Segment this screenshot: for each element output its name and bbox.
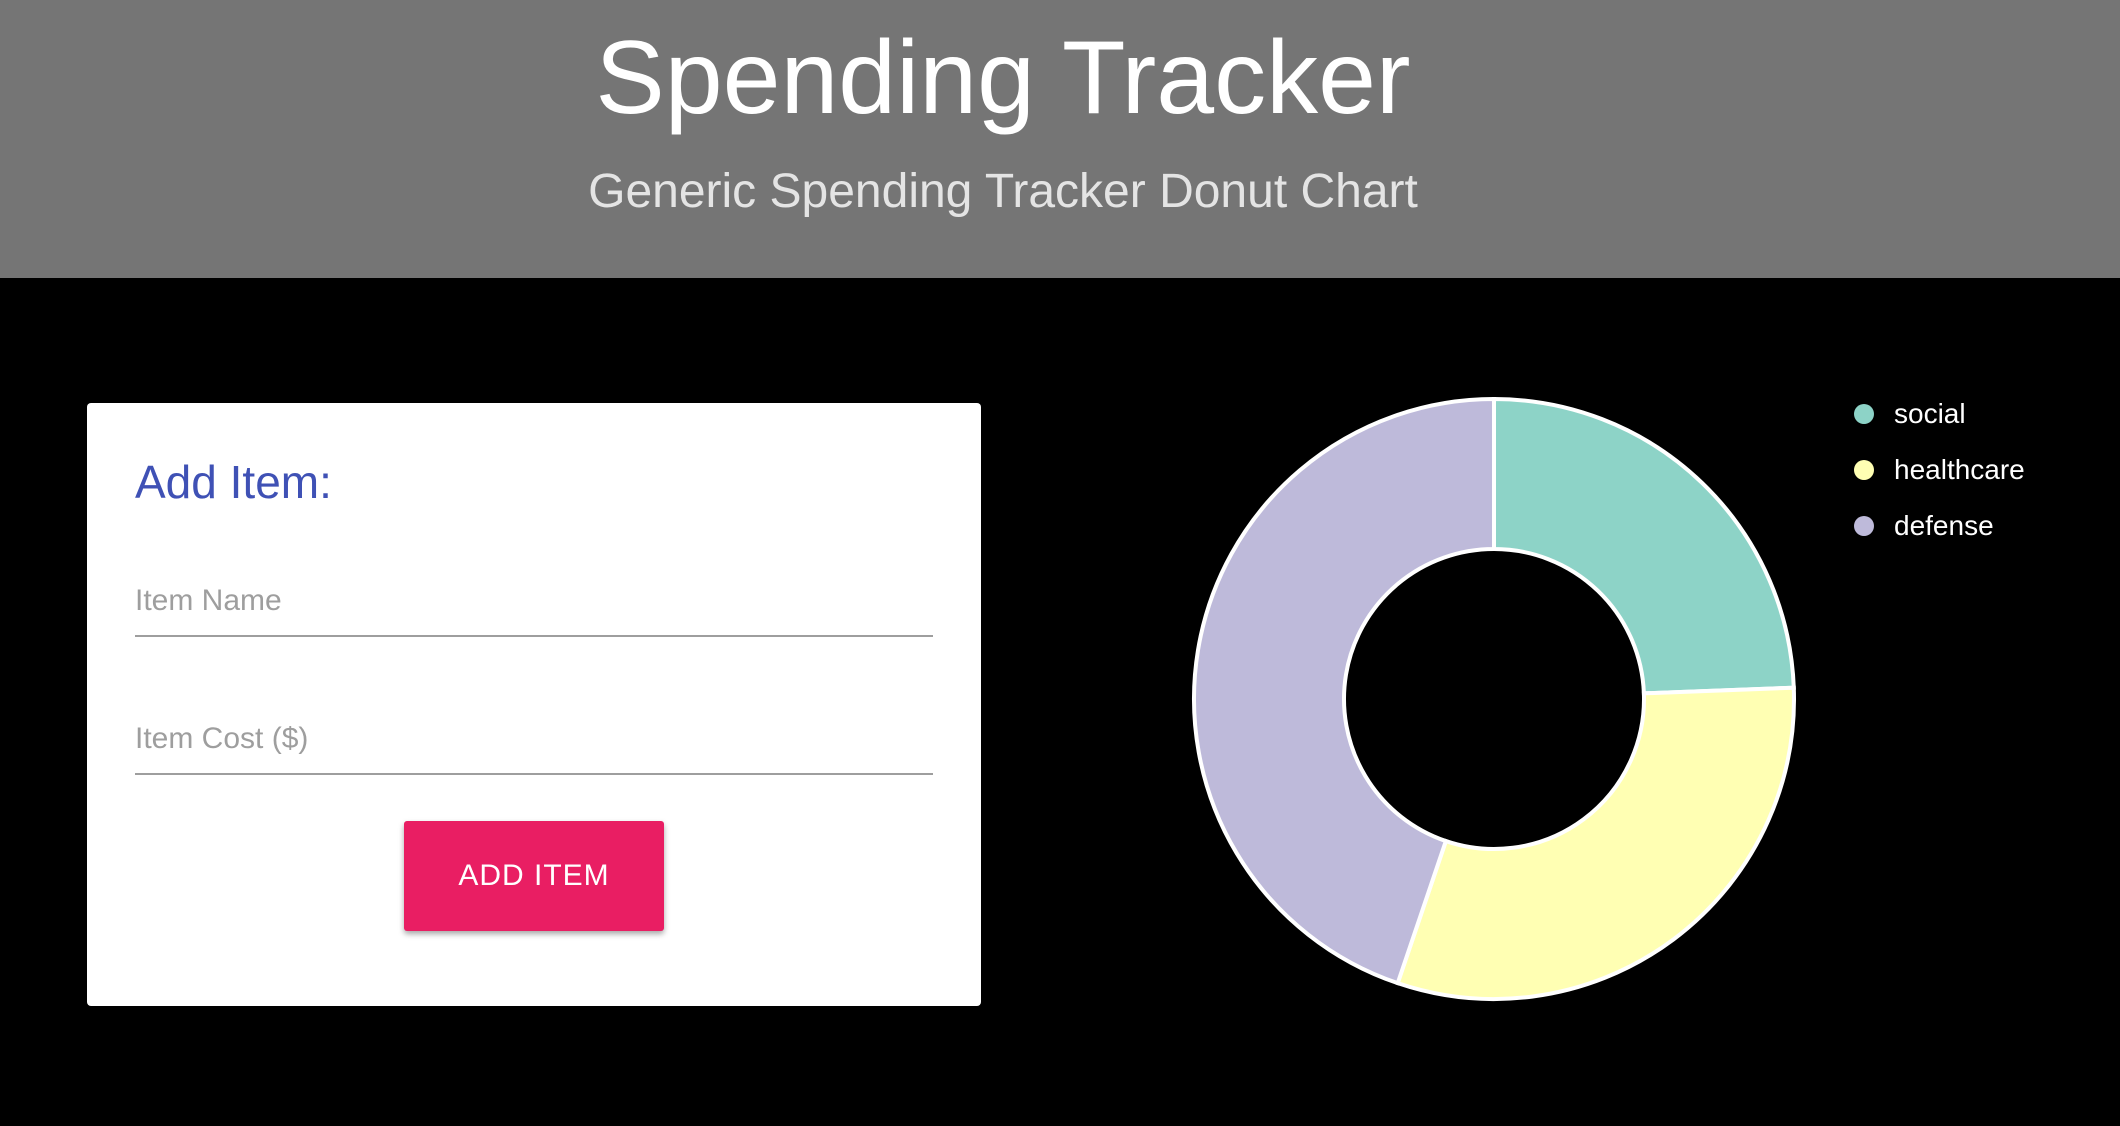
legend-label: defense (1894, 510, 1994, 541)
donut-slice-defense (1192, 396, 1496, 986)
donut-slice-healthcare (1395, 685, 1796, 1001)
legend-swatch (1854, 516, 1874, 536)
app-header: Spending Tracker Generic Spending Tracke… (0, 0, 2120, 278)
page-title: Spending Tracker (595, 20, 1411, 136)
legend-label: healthcare (1894, 454, 2025, 485)
donut-slice-social (1492, 396, 1796, 696)
item-name-input[interactable] (135, 567, 933, 637)
item-cost-input[interactable] (135, 705, 933, 775)
legend-item-healthcare: healthcare (1848, 442, 2088, 498)
legend-swatch (1854, 404, 1874, 424)
add-item-card: Add Item: ADD ITEM (87, 403, 981, 1006)
legend-swatch (1854, 460, 1874, 480)
legend-item-social: social (1848, 386, 2088, 442)
chart-legend: social healthcare defense (1848, 386, 2088, 554)
legend-label: social (1894, 398, 1966, 429)
add-item-heading: Add Item: (135, 456, 332, 508)
page-subtitle: Generic Spending Tracker Donut Chart (588, 165, 1418, 218)
legend-item-defense: defense (1848, 498, 2088, 554)
add-item-button[interactable]: ADD ITEM (404, 821, 664, 931)
